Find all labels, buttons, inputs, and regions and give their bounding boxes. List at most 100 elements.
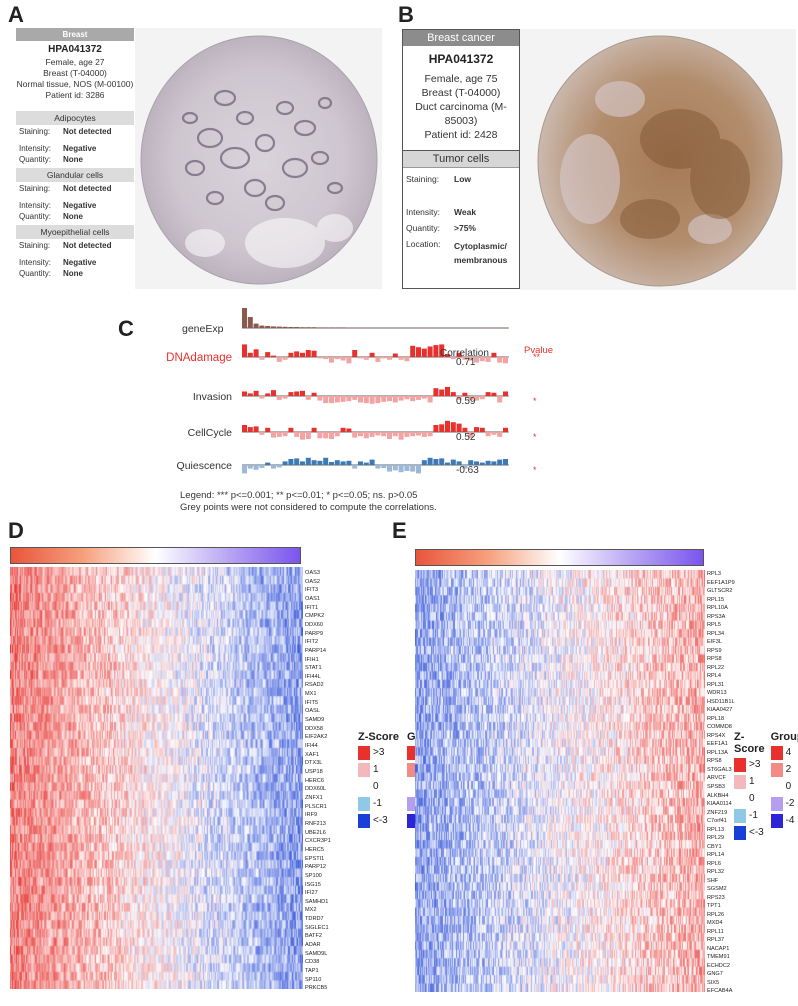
normal-tissue-micrograph <box>140 35 378 285</box>
bar-quiescence <box>410 465 416 472</box>
gene-label: IFI27 <box>305 890 318 897</box>
bar-invasion <box>369 396 375 404</box>
quantity-value: None <box>63 212 83 221</box>
bar-geneexp <box>276 326 282 328</box>
group-key: -2 <box>770 796 798 811</box>
gene-label: IFIT3 <box>305 587 319 594</box>
gene-label: RPL37 <box>707 937 725 944</box>
gene-label: RPL32 <box>707 869 725 876</box>
bar-geneexp <box>479 327 485 329</box>
bar-cellcycle <box>398 432 404 440</box>
tumor-tissue-micrograph <box>537 35 783 287</box>
bar-geneexp <box>375 327 381 329</box>
bar-dnadamage <box>468 357 474 361</box>
bar-quiescence <box>300 461 305 465</box>
bar-cellcycle <box>474 427 479 432</box>
bar-invasion <box>300 390 305 396</box>
bar-geneexp <box>445 327 450 329</box>
gene-label: RPL5 <box>707 622 721 629</box>
patient-line: Breast (T-04000) <box>421 87 501 99</box>
gene-label: RPL14 <box>707 852 725 859</box>
bar-quiescence <box>288 459 294 465</box>
legend-swatch <box>770 762 783 777</box>
track-label-invasion: Invasion <box>193 391 232 403</box>
legend-swatch <box>358 762 370 777</box>
intensity-key: Intensity: <box>19 144 52 153</box>
bar-geneexp <box>491 327 497 329</box>
pvalue-stars: * <box>533 432 537 442</box>
gene-label: HERC5 <box>305 846 324 853</box>
patient-line: Patient id: 2428 <box>424 129 498 141</box>
bar-geneexp <box>352 327 358 329</box>
quantity-key: Quantity: <box>19 212 52 221</box>
zscore-key: 1 <box>358 762 399 777</box>
bar-dnadamage <box>433 345 439 357</box>
antibody-id: HPA041372 <box>48 44 102 55</box>
bar-quiescence <box>491 461 497 465</box>
bar-dnadamage <box>427 346 433 357</box>
bar-dnadamage <box>305 350 311 357</box>
bar-dnadamage <box>392 353 398 357</box>
bar-quiescence <box>439 458 445 465</box>
bar-dnadamage <box>416 347 421 357</box>
bar-invasion <box>305 396 311 400</box>
legend-key-label: <-3 <box>373 815 388 826</box>
zscore-legend: Z-Score >3 1 0 -1 <-3 <box>358 731 399 828</box>
bar-geneexp <box>503 327 508 329</box>
bar-geneexp <box>294 327 300 328</box>
gene-label: SGSM2 <box>707 886 727 893</box>
patient-line: Female, age 27 <box>45 57 105 67</box>
bar-cellcycle <box>311 427 317 432</box>
bar-cellcycle <box>416 432 421 436</box>
legend-swatch <box>734 791 746 806</box>
panel-label-c: C <box>118 316 134 341</box>
gene-label: MXD4 <box>707 920 723 927</box>
correlation-value: 0.52 <box>456 432 476 443</box>
gene-label: RPS9 <box>707 647 722 654</box>
patient-line: Normal tissue, NOS (M-00100) <box>16 79 134 89</box>
track-label-geneexp: geneExp <box>182 323 224 335</box>
panel-b-info-card: Breast cancer HPA041372 Female, age 75 B… <box>402 29 520 289</box>
gene-label: RPL3 <box>707 571 721 577</box>
bar-cellcycle <box>363 432 369 439</box>
gene-label: DDX58 <box>305 725 324 732</box>
bar-cellcycle <box>392 432 398 437</box>
patient-line: Female, age 75 <box>424 73 498 85</box>
gene-label: PLSCR1 <box>305 803 327 810</box>
bar-invasion <box>247 393 253 396</box>
gene-label: RPL13A <box>707 749 728 756</box>
bar-cellcycle <box>503 427 508 432</box>
gene-label: RPS3A <box>707 613 726 620</box>
gene-label: SPSB3 <box>707 784 726 790</box>
gene-label: RPS8 <box>707 758 722 765</box>
bar-geneexp <box>450 327 456 329</box>
zscore-title: Z-Score <box>734 731 765 755</box>
gene-label: KIAA0114 <box>707 801 732 808</box>
bar-cellcycle <box>265 427 271 432</box>
staining-value: Not detected <box>63 184 112 193</box>
intensity-key: Intensity: <box>406 207 441 217</box>
bar-invasion <box>375 396 381 404</box>
bar-invasion <box>311 392 317 396</box>
gene-label: OAS2 <box>305 578 320 585</box>
bar-invasion <box>456 396 462 400</box>
bar-geneexp <box>416 327 421 329</box>
staining-value: Not detected <box>63 241 112 250</box>
bar-dnadamage <box>462 357 468 360</box>
panel-d-gene-labels: OAS3 OAS2 IFIT3 OAS1 IFIT1 CMPK2 DDX60 PARP9 IFI… <box>305 569 353 993</box>
gene-label: UBE2L6 <box>305 829 326 836</box>
bar-invasion <box>329 396 334 404</box>
bar-cellcycle <box>497 432 503 437</box>
bar-invasion <box>421 396 427 399</box>
zscore-key: <-3 <box>734 825 765 840</box>
bar-cellcycle <box>479 427 485 432</box>
bar-geneexp <box>468 327 474 329</box>
bar-invasion <box>468 396 474 400</box>
gene-label: ZNFX1 <box>305 794 323 801</box>
bar-quiescence <box>346 460 352 465</box>
bar-quiescence <box>416 465 421 474</box>
location-value: Cytoplasmic/ membranous <box>454 241 508 265</box>
gene-label: OAS3 <box>305 570 320 576</box>
bar-cellcycle <box>387 432 392 439</box>
bar-geneexp <box>474 327 479 329</box>
